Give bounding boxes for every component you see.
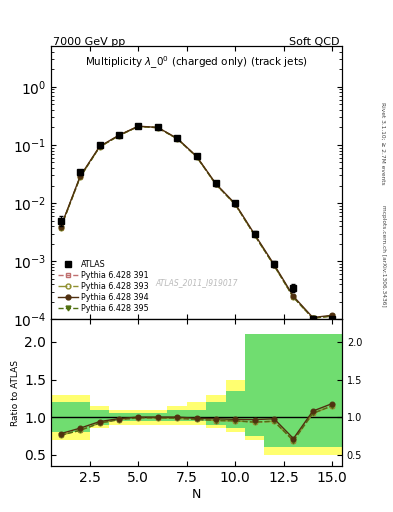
Y-axis label: Ratio to ATLAS: Ratio to ATLAS — [11, 360, 20, 425]
Text: ATLAS_2011_I919017: ATLAS_2011_I919017 — [155, 278, 238, 287]
Legend: ATLAS, Pythia 6.428 391, Pythia 6.428 393, Pythia 6.428 394, Pythia 6.428 395: ATLAS, Pythia 6.428 391, Pythia 6.428 39… — [55, 258, 151, 315]
Text: Soft QCD: Soft QCD — [290, 37, 340, 47]
Text: mcplots.cern.ch [arXiv:1306.3436]: mcplots.cern.ch [arXiv:1306.3436] — [381, 205, 386, 307]
Text: 7000 GeV pp: 7000 GeV pp — [53, 37, 125, 47]
X-axis label: N: N — [192, 487, 201, 501]
Text: Multiplicity $\lambda\_0^0$ (charged only) (track jets): Multiplicity $\lambda\_0^0$ (charged onl… — [85, 54, 308, 71]
Text: Rivet 3.1.10; ≥ 2.7M events: Rivet 3.1.10; ≥ 2.7M events — [381, 102, 386, 185]
